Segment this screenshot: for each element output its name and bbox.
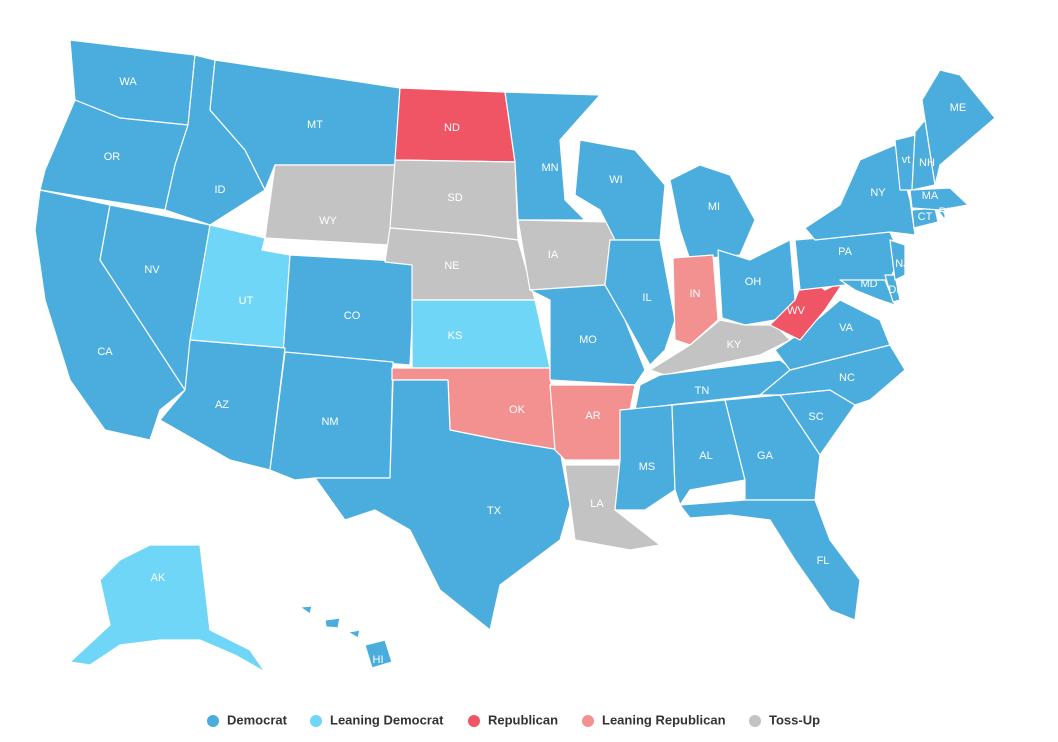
state[interactable] — [672, 254, 719, 346]
state-label: vt — [902, 154, 911, 166]
state[interactable] — [282, 254, 416, 366]
state-label: KY — [727, 339, 742, 351]
state-label: NE — [444, 260, 459, 272]
state[interactable] — [614, 404, 676, 511]
legend-label[interactable]: Republican — [488, 712, 558, 727]
state[interactable] — [504, 91, 601, 221]
state-label: MA — [922, 190, 939, 202]
state-label: PA — [838, 246, 853, 258]
state-label: MS — [639, 461, 656, 473]
legend-label[interactable]: Democrat — [227, 712, 288, 727]
state-label: WY — [319, 215, 337, 227]
state-label: RI — [939, 206, 950, 218]
state-label: WA — [119, 76, 137, 88]
state-label: VA — [839, 322, 854, 334]
state[interactable] — [314, 379, 571, 631]
island — [299, 605, 313, 615]
state[interactable] — [679, 499, 861, 621]
state[interactable] — [909, 187, 969, 211]
state[interactable] — [889, 239, 906, 281]
state-label: WI — [609, 174, 622, 186]
legend-marker — [749, 715, 761, 727]
state-label: OR — [104, 151, 121, 163]
state-label: NY — [870, 187, 886, 199]
state[interactable] — [364, 639, 393, 669]
state[interactable] — [411, 299, 551, 369]
state-label: SD — [447, 192, 462, 204]
state-label: NJ — [895, 258, 908, 270]
state-label: WV — [787, 305, 805, 317]
legend-marker — [207, 715, 219, 727]
legend-label[interactable]: Leaning Republican — [602, 712, 726, 727]
state-label: SC — [808, 411, 823, 423]
state-label: ND — [444, 122, 460, 134]
state[interactable] — [804, 144, 916, 241]
state-label: IL — [642, 292, 651, 304]
state-label: HI — [373, 654, 384, 666]
state-label: UT — [239, 295, 254, 307]
state-label: CO — [344, 310, 361, 322]
states — [34, 39, 996, 673]
state-label: NH — [919, 157, 935, 169]
state-label: AR — [585, 410, 600, 422]
state-label: ID — [215, 184, 226, 196]
state-label: MN — [541, 162, 558, 174]
island — [347, 629, 361, 639]
state[interactable] — [159, 339, 286, 471]
state-label: TX — [487, 505, 502, 517]
state[interactable] — [549, 384, 636, 461]
state-label: IN — [690, 288, 701, 300]
state-label: NC — [839, 372, 855, 384]
state-label: MI — [708, 201, 720, 213]
state-label: NM — [321, 416, 338, 428]
legend: Democrat Leaning Democrat Republican Leanin… — [207, 712, 820, 727]
island — [324, 617, 341, 629]
state-label: CA — [97, 346, 113, 358]
state-label: DE — [888, 284, 903, 296]
legend-label[interactable]: Toss-Up — [769, 712, 820, 727]
state[interactable] — [669, 164, 756, 261]
state[interactable] — [264, 164, 396, 246]
legend-marker — [468, 715, 480, 727]
state-label: LA — [590, 498, 604, 510]
state[interactable] — [839, 279, 896, 306]
state-label: MO — [579, 334, 597, 346]
state[interactable] — [884, 274, 901, 303]
legend-marker — [310, 715, 322, 727]
legend-marker — [582, 715, 594, 727]
state-label: MD — [860, 278, 877, 290]
state-label: NV — [144, 264, 160, 276]
state-label: FL — [817, 555, 830, 567]
state-label: IA — [548, 249, 559, 261]
state-labels: WA OR CA NV ID MT WY UT CO AZ NM ND SD NE KS OK TX MN IA MO… — [97, 76, 966, 666]
state-label: OH — [745, 276, 762, 288]
state[interactable] — [921, 69, 996, 186]
state-label: KS — [448, 330, 463, 342]
state-label: AZ — [215, 399, 229, 411]
state-label: OK — [509, 404, 526, 416]
legend-label[interactable]: Leaning Democrat — [330, 712, 444, 727]
state[interactable] — [69, 544, 266, 673]
state-label: AK — [151, 572, 166, 584]
state-label: ME — [950, 102, 967, 114]
state-label: MT — [307, 119, 323, 131]
state-label: GA — [757, 450, 774, 462]
state-label: CT — [918, 211, 933, 223]
state[interactable] — [604, 239, 676, 366]
state-label: AL — [699, 450, 712, 462]
state-label: TN — [695, 385, 710, 397]
